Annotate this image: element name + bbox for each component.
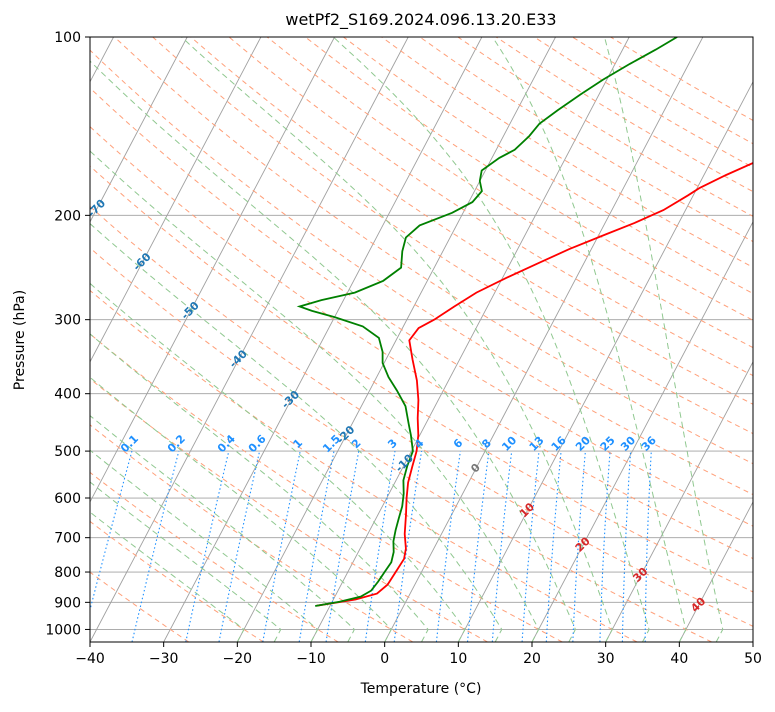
- x-tick-label: 10: [449, 651, 467, 667]
- dry-adiabat-label: -40: [227, 347, 250, 370]
- dry-adiabat-line: [0, 37, 775, 642]
- isotherm-line: [753, 37, 775, 642]
- dry-adiabat-label: -60: [130, 250, 153, 273]
- y-tick-label: 800: [54, 565, 81, 581]
- dry-adiabat-line: [0, 37, 712, 642]
- mixing-ratio-line: [219, 451, 260, 642]
- dry-adiabat-label: -70: [85, 197, 108, 220]
- dry-adiabat-line: [0, 37, 338, 642]
- moist-adiabat-line: [0, 37, 391, 642]
- y-tick-label: 1000: [45, 622, 81, 638]
- dry-adiabat-line: [0, 37, 488, 642]
- mixing-ratio-line: [436, 451, 460, 642]
- moist-adiabat-label: 30: [630, 565, 650, 585]
- mixing-ratio-label: 0.4: [215, 432, 238, 455]
- isotherm-line: [0, 37, 187, 642]
- moist-adiabat-label: 0: [468, 461, 483, 476]
- y-tick-label: 900: [54, 595, 81, 611]
- moist-adiabat-line: [0, 37, 428, 642]
- dry-adiabat-line: [572, 37, 775, 642]
- mixing-ratio-label: 6: [451, 436, 466, 451]
- isotherm-line: [90, 37, 408, 642]
- y-tick-label: 400: [54, 387, 81, 403]
- dry-adiabat-line: [0, 37, 775, 642]
- isotherm-line: [16, 37, 334, 642]
- mixing-ratio-line: [546, 451, 561, 642]
- mixing-ratio-line: [299, 451, 334, 642]
- y-tick-label: 700: [54, 531, 81, 547]
- isotherm-line: [385, 37, 703, 642]
- moist-adiabat-line: [0, 37, 539, 642]
- dry-adiabat-line: [267, 37, 775, 642]
- moist-adiabat-label: 40: [688, 595, 708, 615]
- moist-adiabat-label: 10: [517, 500, 537, 520]
- dry-adiabat-line: [343, 37, 775, 642]
- mixing-ratio-label: 4: [412, 436, 427, 451]
- dry-adiabat-label: -30: [279, 388, 302, 411]
- x-axis-title: Temperature (°C): [360, 681, 482, 697]
- mixing-ratio-line: [326, 451, 359, 642]
- moist-adiabat-line: [605, 37, 723, 642]
- moist-adiabat-line: [0, 37, 354, 642]
- mixing-ratio-line: [645, 451, 651, 642]
- dry-adiabat-label: -80: [38, 146, 61, 169]
- dry-adiabat-line: [153, 37, 775, 642]
- mixing-ratio-label: 0.2: [165, 432, 188, 455]
- mixing-ratio-label: 3: [385, 436, 400, 451]
- mixing-ratio-line: [600, 451, 610, 642]
- dry-adiabat-line: [0, 37, 562, 642]
- mixing-ratio-label: 0.1: [118, 432, 141, 455]
- moist-adiabat-line: [0, 37, 318, 642]
- x-tick-label: −20: [223, 651, 253, 667]
- moist-adiabat-line: [493, 37, 686, 642]
- x-tick-label: 20: [523, 651, 541, 667]
- dry-adiabat-line: [0, 37, 413, 642]
- mixing-ratio-label: 0.6: [246, 432, 269, 455]
- dry-adiabat-line: [0, 37, 189, 642]
- line-labels: -100-90-80-70-60-50-40-30-20-10010203040…: [0, 39, 709, 614]
- mixing-ratio-line: [365, 451, 395, 642]
- moist-adiabat-line: [66, 37, 575, 642]
- x-tick-label: 30: [597, 651, 615, 667]
- x-tick-label: 0: [380, 651, 389, 667]
- dry-adiabat-line: [38, 37, 775, 642]
- dry-adiabat-line: [496, 37, 775, 642]
- x-axis: −40 −30 −20 −10 0 10 20 30 40 50: [75, 642, 762, 667]
- dry-adiabat-line: [0, 37, 775, 642]
- y-axis: 100 200 300 400 500 600 700 800 900 1000: [45, 30, 90, 638]
- y-tick-label: 600: [54, 491, 81, 507]
- x-tick-label: −40: [75, 651, 105, 667]
- isotherm-line: [679, 37, 775, 642]
- x-tick-label: −30: [149, 651, 179, 667]
- dry-adiabat-label: -90: [0, 92, 16, 115]
- y-axis-title: Pressure (hPa): [12, 290, 28, 390]
- dry-adiabat-line: [0, 37, 637, 642]
- isotherm-line: [0, 37, 261, 642]
- y-tick-label: 100: [54, 30, 81, 46]
- x-tick-label: −10: [296, 651, 326, 667]
- y-tick-label: 300: [54, 313, 81, 329]
- moist-adiabat-line: [333, 37, 649, 642]
- isotherm-line: [606, 37, 775, 642]
- mixing-ratio-line: [263, 451, 300, 642]
- mixing-ratio-line: [622, 451, 630, 642]
- dewpoint-line: [300, 37, 677, 606]
- moist-adiabat-line: [0, 37, 465, 642]
- y-tick-label: 200: [54, 208, 81, 224]
- dry-adiabat-line: [0, 37, 264, 642]
- mixing-ratio-line: [468, 451, 490, 642]
- background-lines: [0, 37, 775, 642]
- chart-title: wetPf2_S169.2024.096.13.20.E33: [285, 10, 556, 30]
- y-tick-label: 500: [54, 444, 81, 460]
- moist-adiabat-line: [0, 37, 502, 642]
- dry-adiabat-line: [611, 37, 775, 642]
- mixing-ratio-line: [82, 451, 132, 642]
- dry-adiabat-label: -10: [393, 451, 416, 474]
- isotherm-line: [164, 37, 482, 642]
- moist-adiabat-line: [0, 37, 244, 642]
- x-tick-label: 40: [670, 651, 688, 667]
- x-tick-label: 50: [744, 651, 762, 667]
